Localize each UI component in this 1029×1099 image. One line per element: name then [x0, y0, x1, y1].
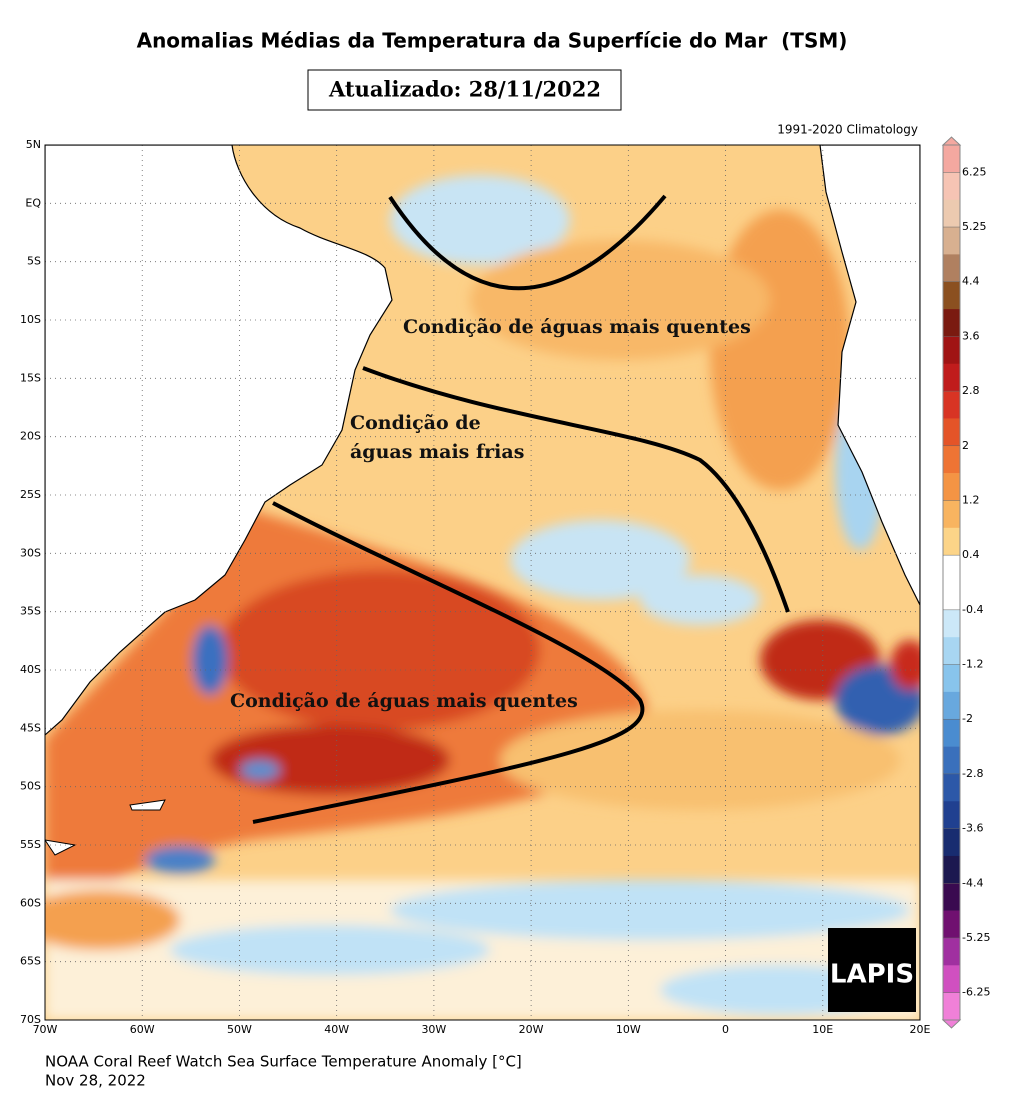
- colorbar-band: [943, 746, 960, 775]
- lon-label: 20W: [519, 1023, 544, 1036]
- colorbar-label: -2: [962, 712, 973, 725]
- lon-label: 70W: [33, 1023, 58, 1036]
- map-frame: [44, 144, 921, 1021]
- boundary-south: [252, 501, 645, 824]
- colorbar-band: [943, 965, 960, 993]
- lat-label: 70S: [20, 1013, 41, 1026]
- colorbar-band: [943, 855, 960, 884]
- colorbar-band: [943, 281, 960, 310]
- colorbar-label: -0.4: [962, 603, 983, 616]
- lat-label: 20S: [20, 430, 41, 443]
- colorbar-label: -6.25: [962, 986, 990, 999]
- colorbar-label: 6.25: [962, 165, 987, 178]
- logo: LAPIS: [830, 960, 914, 990]
- annotation: Condição de águas mais quentes: [230, 690, 578, 712]
- colorbar-band: [943, 582, 960, 611]
- boundary-north: [388, 194, 667, 291]
- colorbar-band: [943, 637, 960, 665]
- colorbar-band: [943, 445, 960, 474]
- colorbar-label: 5.25: [962, 220, 987, 233]
- annotation: águas mais frias: [350, 441, 524, 463]
- colorbar-band: [943, 227, 960, 255]
- colorbar: 6.25 5.25 4.4 3.6 2.8 2 1.2 0.4 -0.4 -1.2 -2 -2.8 -3…: [942, 144, 990, 1021]
- updated: Atualizado: 28/11/2022: [328, 77, 601, 102]
- footer: Nov 28, 2022: [45, 1072, 146, 1090]
- colorbar-band: [943, 391, 960, 419]
- colorbar-band: [943, 801, 960, 829]
- lat-label: 45S: [20, 721, 41, 734]
- lat-label: 35S: [20, 605, 41, 618]
- lat-label: 5N: [26, 138, 41, 151]
- colorbar-band: [943, 473, 960, 501]
- annotation: Condição de: [350, 412, 481, 434]
- colorbar-band: [943, 910, 960, 939]
- colorbar-label: -3.6: [962, 822, 983, 835]
- lat-label: 60S: [20, 896, 41, 909]
- colorbar-label: -2.8: [962, 767, 983, 780]
- colorbar-band: [943, 418, 960, 447]
- colorbar-band: [943, 172, 960, 200]
- colorbar-band: [943, 773, 960, 802]
- colorbar-label: 0.4: [962, 548, 980, 561]
- colorbar-arrow: [941, 1019, 962, 1029]
- colorbar-band: [943, 363, 960, 392]
- colorbar-band: [943, 500, 960, 529]
- colorbar-band: [943, 309, 960, 337]
- lat-label: 25S: [20, 488, 41, 501]
- colorbar-frame: [942, 144, 961, 1021]
- lon-label: 60W: [130, 1023, 155, 1036]
- colorbar-band: [943, 199, 960, 228]
- colorbar-band: [943, 527, 960, 556]
- lat-label: 15S: [20, 371, 41, 384]
- colorbar-label: -5.25: [962, 931, 990, 944]
- islands: [45, 799, 166, 856]
- lat-label: 10S: [20, 313, 41, 326]
- colorbar-arrow: [941, 136, 962, 146]
- updated-box: [307, 69, 622, 111]
- lat-label: 30S: [20, 546, 41, 559]
- lat-label: 40S: [20, 663, 41, 676]
- boundary-middle: [362, 366, 790, 613]
- colorbar-band: [943, 664, 960, 693]
- lon-label: 20E: [910, 1023, 931, 1036]
- logo-box: [828, 928, 916, 1012]
- lat-label: 55S: [20, 838, 41, 851]
- colorbar-band: [943, 145, 960, 173]
- colorbar-band: [943, 883, 960, 911]
- lat-label: 50S: [20, 780, 41, 793]
- colorbar-band: [943, 719, 960, 747]
- south-america: [45, 145, 393, 736]
- colorbar-label: 4.4: [962, 275, 980, 288]
- colorbar-label: 2.8: [962, 384, 980, 397]
- lat-label: 5S: [27, 255, 41, 268]
- map: [45, 145, 920, 1020]
- colorbar-band: [943, 828, 960, 857]
- annotation: Condição de águas mais quentes: [403, 316, 751, 338]
- africa: [819, 145, 920, 606]
- colorbar-band: [943, 937, 960, 966]
- lon-label: 30W: [421, 1023, 446, 1036]
- lat-label: 65S: [20, 955, 41, 968]
- lon-label: 50W: [227, 1023, 252, 1036]
- colorbar-band: [943, 992, 960, 1021]
- lat-label: EQ: [25, 196, 41, 209]
- lon-label: 0: [722, 1023, 729, 1036]
- colorbar-label: 2: [962, 439, 969, 452]
- colorbar-band: [943, 336, 960, 365]
- colorbar-band: [943, 254, 960, 283]
- title: Anomalias Médias da Temperatura da Super…: [137, 29, 848, 53]
- colorbar-band: [943, 609, 960, 638]
- colorbar-band: [943, 555, 960, 583]
- colorbar-band: [943, 691, 960, 720]
- lon-label: 10W: [616, 1023, 641, 1036]
- colorbar-label: -1.2: [962, 658, 983, 671]
- colorbar-label: -4.4: [962, 876, 983, 889]
- footer: NOAA Coral Reef Watch Sea Surface Temper…: [45, 1053, 522, 1071]
- climatology: 1991-2020 Climatology: [777, 123, 918, 137]
- lon-label: 40W: [324, 1023, 349, 1036]
- colorbar-label: 1.2: [962, 493, 980, 506]
- colorbar-label: 3.6: [962, 329, 980, 342]
- lon-label: 10E: [812, 1023, 833, 1036]
